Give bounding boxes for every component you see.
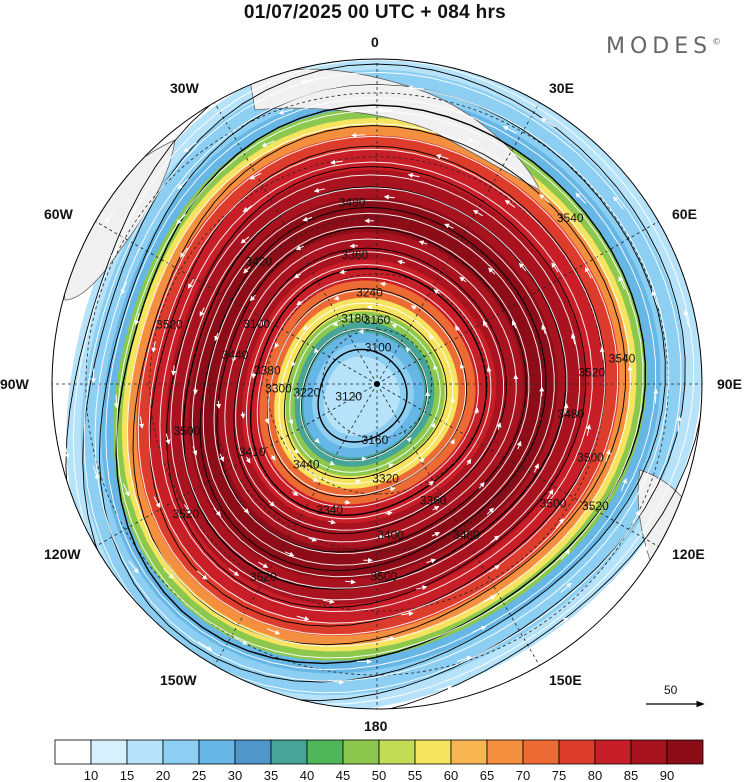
colorbar-tick-65: 65 xyxy=(480,768,494,782)
height-contours xyxy=(65,59,702,709)
contour-label-2: 3360 xyxy=(342,248,369,262)
colorbar-tick-25: 25 xyxy=(192,768,206,782)
contour-label-4: 3160 xyxy=(364,313,391,327)
colorbar-box-14 xyxy=(558,739,596,765)
south-pole-marker xyxy=(374,381,380,387)
contour-labels: 3480 3420 3360 3240 3160 3100 3180 3100 3440 3380… xyxy=(156,196,636,584)
contour-label-30: 3520 xyxy=(578,366,605,380)
colorbar-tick-15: 15 xyxy=(120,768,134,782)
colorbar-tick-35: 35 xyxy=(264,768,278,782)
lon-label-0: 0 xyxy=(371,34,379,50)
contour-label-22: 3480 xyxy=(453,528,480,542)
colorbar-tick-10: 10 xyxy=(84,768,98,782)
contour-label-10: 3300 xyxy=(265,382,292,396)
colorbar-box-17 xyxy=(666,739,704,765)
colorbar-box-4 xyxy=(198,739,236,765)
lon-label-60e: 60E xyxy=(672,206,697,222)
contour-label-24: 3520 xyxy=(250,570,277,584)
colorbar-tick-20: 20 xyxy=(156,768,170,782)
contour-label-25: 3520 xyxy=(172,507,199,521)
map-title: 01/07/2025 00 UTC + 084 hrs xyxy=(243,2,507,23)
colorbar-box-11 xyxy=(450,739,488,765)
colorbar-box-9 xyxy=(378,739,416,765)
contour-label-7: 3100 xyxy=(243,317,270,331)
colorbar-tick-90: 90 xyxy=(660,768,674,782)
contour-label-5: 3100 xyxy=(365,340,392,354)
colorbar-box-12 xyxy=(486,739,524,765)
lon-label-150e: 150E xyxy=(549,672,582,688)
colorbar-box-0 xyxy=(54,739,92,765)
contour-label-21: 3400 xyxy=(377,528,404,542)
colorbar-tick-75: 75 xyxy=(552,768,566,782)
colorbar-tick-55: 55 xyxy=(408,768,422,782)
colorbar-tick-30: 30 xyxy=(228,768,242,782)
contour-label-0: 3480 xyxy=(339,196,366,210)
lon-label-60w: 60W xyxy=(44,206,73,222)
colorbar-box-15 xyxy=(594,739,632,765)
colorbar-tick-70: 70 xyxy=(516,768,530,782)
colorbar-box-1 xyxy=(90,739,128,765)
colorbar-tick-60: 60 xyxy=(444,768,458,782)
brand-logo: MODES© xyxy=(606,34,721,59)
contour-label-1: 3420 xyxy=(245,255,272,269)
contour-label-32: 3540 xyxy=(557,211,584,225)
contour-label-13: 3520 xyxy=(156,317,183,331)
contour-label-18: 3320 xyxy=(372,472,399,486)
contour-label-23: 3500 xyxy=(371,570,398,584)
contour-label-17: 3440 xyxy=(293,457,320,471)
contour-label-8: 3440 xyxy=(222,348,249,362)
contour-label-9: 3380 xyxy=(254,363,281,377)
lon-label-90w: 90W xyxy=(0,376,29,392)
colorbar-box-3 xyxy=(162,739,200,765)
colorbar-boxes xyxy=(54,739,704,765)
lon-label-150w: 150W xyxy=(160,672,197,688)
reference-vector-label: 50 xyxy=(664,683,678,697)
lon-label-120e: 120E xyxy=(672,546,705,562)
contour-label-3: 3240 xyxy=(356,286,383,300)
contour-label-6: 3180 xyxy=(341,311,368,325)
contour-label-26: 3500 xyxy=(540,496,567,510)
contour-label-29: 3480 xyxy=(558,407,585,421)
lon-label-30e: 30E xyxy=(549,80,574,96)
colorbar-tick-50: 50 xyxy=(372,768,386,782)
colorbar-tick-45: 45 xyxy=(336,768,350,782)
colorbar-box-2 xyxy=(126,739,164,765)
contour-label-16: 3160 xyxy=(362,433,389,447)
colorbar-ticks: 10 15 20 25 30 35 40 45 50 55 60 65 70 75 80 85 90 xyxy=(84,768,674,782)
colorbar-tick-80: 80 xyxy=(588,768,602,782)
colorbar-box-10 xyxy=(414,739,452,765)
contour-label-27: 3520 xyxy=(582,499,609,513)
colorbar-box-7 xyxy=(306,739,344,765)
colorbar-box-8 xyxy=(342,739,380,765)
contour-label-12: 3120 xyxy=(335,389,362,403)
lon-label-120w: 120W xyxy=(44,546,81,562)
colorbar-box-16 xyxy=(630,739,668,765)
lon-label-90e: 90E xyxy=(717,376,742,392)
contour-label-15: 3410 xyxy=(239,445,266,459)
contour-label-11: 3220 xyxy=(294,385,321,399)
colorbar-box-5 xyxy=(234,739,272,765)
brand-text: MODES xyxy=(606,34,713,59)
colorbar-tick-85: 85 xyxy=(624,768,638,782)
lon-label-30w: 30W xyxy=(170,80,199,96)
contour-label-19: 3340 xyxy=(316,503,343,517)
contour-label-28: 3500 xyxy=(577,451,604,465)
colorbar-box-6 xyxy=(270,739,308,765)
colorbar-tick-40: 40 xyxy=(300,768,314,782)
map-boundary xyxy=(51,58,703,710)
copyright-mark: © xyxy=(712,37,722,48)
contour-label-20: 3360 xyxy=(420,493,447,507)
streamlines xyxy=(64,59,695,705)
contour-label-31: 3540 xyxy=(609,352,636,366)
lon-label-180: 180 xyxy=(364,718,388,734)
contour-label-14: 3500 xyxy=(174,424,201,438)
colorbar-box-13 xyxy=(522,739,560,765)
